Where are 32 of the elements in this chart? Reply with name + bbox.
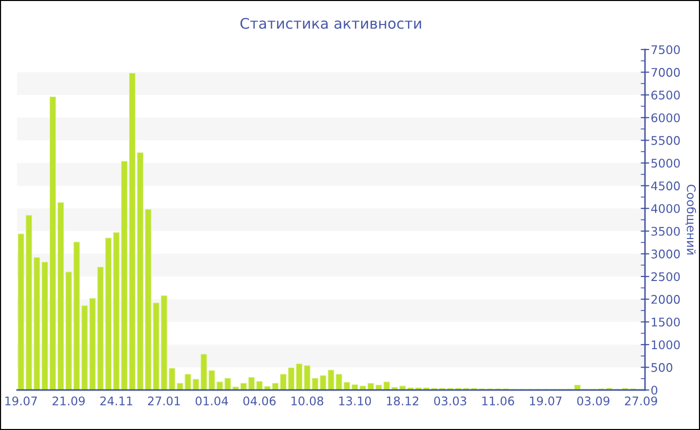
- x-tick-label: 01.04: [196, 396, 228, 406]
- y-tick-label: 5500: [651, 136, 680, 145]
- x-tick-label: 03.09: [577, 396, 610, 406]
- y-tick-label: 1000: [652, 340, 680, 350]
- x-tick-label: 19.07: [530, 396, 562, 406]
- x-tick-label: 11.06: [482, 396, 514, 406]
- y-tick-label: 7500: [652, 45, 680, 54]
- x-tick-label: 19.07: [5, 396, 37, 406]
- y-tick-label: 6500: [651, 90, 680, 100]
- x-tick-label: 24.11: [100, 396, 132, 406]
- x-tick-label: 27.01: [148, 396, 180, 406]
- x-tick-label: 04.06: [243, 396, 276, 406]
- y-tick-label: 3500: [651, 226, 680, 236]
- x-tick-label: 27.09: [624, 396, 658, 406]
- y-tick-label: 4000: [651, 204, 680, 214]
- y-tick-label: 2500: [651, 272, 680, 282]
- x-tick-label: 10.08: [292, 396, 324, 406]
- x-tick-label: 21.09: [52, 396, 85, 406]
- y-tick-label: 2000: [651, 294, 680, 304]
- y-tick-label: 1500: [652, 318, 680, 327]
- y-tick-label: 5000: [651, 158, 680, 168]
- x-tick-label: 13.10: [339, 396, 371, 406]
- y-tick-label: 7000: [652, 68, 680, 77]
- x-tick-label: 18.12: [386, 396, 418, 406]
- y-tick-label: 500: [651, 363, 672, 372]
- x-tick-label: 03.03: [434, 396, 466, 406]
- y-tick-label: 6000: [651, 113, 680, 122]
- y-tick-label: 3000: [651, 250, 680, 258]
- y-tick-label: 0: [651, 386, 658, 395]
- y-tick-label: 4500: [651, 181, 680, 190]
- chart-title: Статистика активности: [240, 18, 422, 29]
- y-axis-title: Сообщений: [685, 184, 696, 254]
